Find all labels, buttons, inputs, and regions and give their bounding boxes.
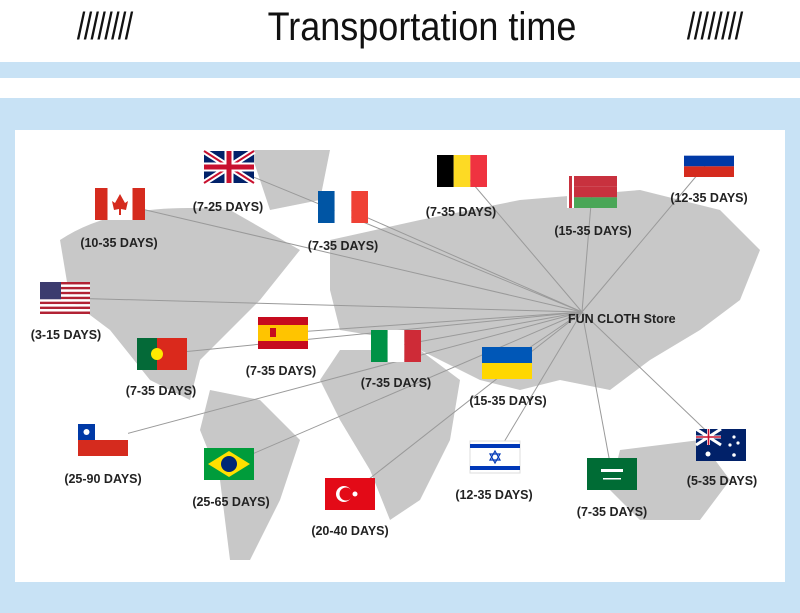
delivery-time-label: (12-35 DAYS) (455, 488, 532, 502)
italy-flag-icon (371, 330, 421, 362)
destination-saudi-arabia: (7-35 DAYS) (577, 458, 647, 519)
route-line (395, 311, 583, 347)
turkey-flag-icon (325, 478, 375, 510)
divider-band (0, 62, 800, 78)
destination-israel: (12-35 DAYS) (455, 440, 533, 502)
delivery-time-label: (7-25 DAYS) (193, 200, 263, 214)
chile-flag-icon (78, 424, 128, 456)
france-flag-icon (318, 191, 368, 223)
delivery-time-label: (7-35 DAYS) (426, 205, 496, 219)
australia-flag-icon (695, 427, 746, 461)
destination-russia: (12-35 DAYS) (670, 145, 748, 205)
delivery-time-label: (7-35 DAYS) (126, 384, 196, 398)
route-line (119, 203, 583, 313)
route-line (102, 311, 583, 441)
route-line (64, 297, 583, 313)
delivery-time-label: (5-35 DAYS) (687, 474, 757, 488)
belgium-flag-icon (437, 155, 487, 187)
page-title: Transportation time (267, 5, 577, 49)
right-decoration: //////// (686, 6, 743, 48)
israel-flag-icon (469, 440, 521, 474)
saudi-arabia-flag-icon (587, 458, 637, 490)
delivery-time-label: (12-35 DAYS) (670, 191, 747, 205)
destination-brazil: (25-65 DAYS) (192, 448, 270, 509)
route-line (282, 311, 583, 334)
destination-belgium: (7-35 DAYS) (426, 155, 496, 219)
spain-flag-icon (258, 317, 308, 349)
delivery-time-label: (15-35 DAYS) (469, 394, 546, 408)
hub-label: FUN CLOTH Store (568, 312, 676, 326)
delivery-time-label: (15-35 DAYS) (554, 224, 631, 238)
delivery-time-label: (25-65 DAYS) (192, 495, 269, 509)
route-line (342, 206, 583, 313)
route-line (581, 311, 613, 475)
destination-turkey: (20-40 DAYS) (311, 478, 389, 538)
delivery-time-label: (7-35 DAYS) (577, 505, 647, 519)
belarus-flag-icon (567, 176, 617, 208)
destination-uk: (7-25 DAYS) (193, 148, 263, 214)
ukraine-flag-icon (482, 347, 532, 379)
uk-flag-icon (202, 148, 256, 186)
header: //////// Transportation time //////// (0, 0, 800, 62)
delivery-time-label: (7-35 DAYS) (361, 376, 431, 390)
route-line (581, 311, 722, 446)
route-line (349, 311, 583, 495)
delivery-time-label: (7-35 DAYS) (246, 364, 316, 378)
delivery-time-label: (20-40 DAYS) (311, 524, 388, 538)
route-line (581, 160, 710, 313)
delivery-time-label: (10-35 DAYS) (80, 236, 157, 250)
route-line (581, 191, 593, 313)
left-decoration: //////// (76, 6, 133, 48)
delivery-time-label: (25-90 DAYS) (64, 472, 141, 486)
destination-chile: (25-90 DAYS) (64, 424, 142, 486)
destination-italy: (7-35 DAYS) (361, 330, 431, 390)
destination-france: (7-35 DAYS) (308, 191, 378, 253)
destination-spain: (7-35 DAYS) (246, 317, 316, 378)
portugal-flag-icon (137, 338, 187, 370)
brazil-flag-icon (204, 448, 254, 480)
destination-portugal: (7-35 DAYS) (126, 338, 196, 398)
route-line (494, 311, 583, 458)
delivery-time-label: (7-35 DAYS) (308, 239, 378, 253)
route-line (461, 170, 583, 313)
destination-canada: (10-35 DAYS) (80, 188, 158, 250)
destination-australia: (5-35 DAYS) (687, 427, 757, 488)
usa-flag-icon (40, 282, 90, 314)
route-line (228, 166, 583, 313)
destination-belarus: (15-35 DAYS) (554, 176, 632, 238)
russia-flag-icon (684, 145, 734, 177)
route-lines (64, 160, 722, 495)
canada-flag-icon (95, 188, 145, 220)
destination-usa: (3-15 DAYS) (31, 282, 101, 342)
destination-ukraine: (15-35 DAYS) (469, 347, 547, 408)
route-line (228, 311, 583, 465)
delivery-time-label: (3-15 DAYS) (31, 328, 101, 342)
